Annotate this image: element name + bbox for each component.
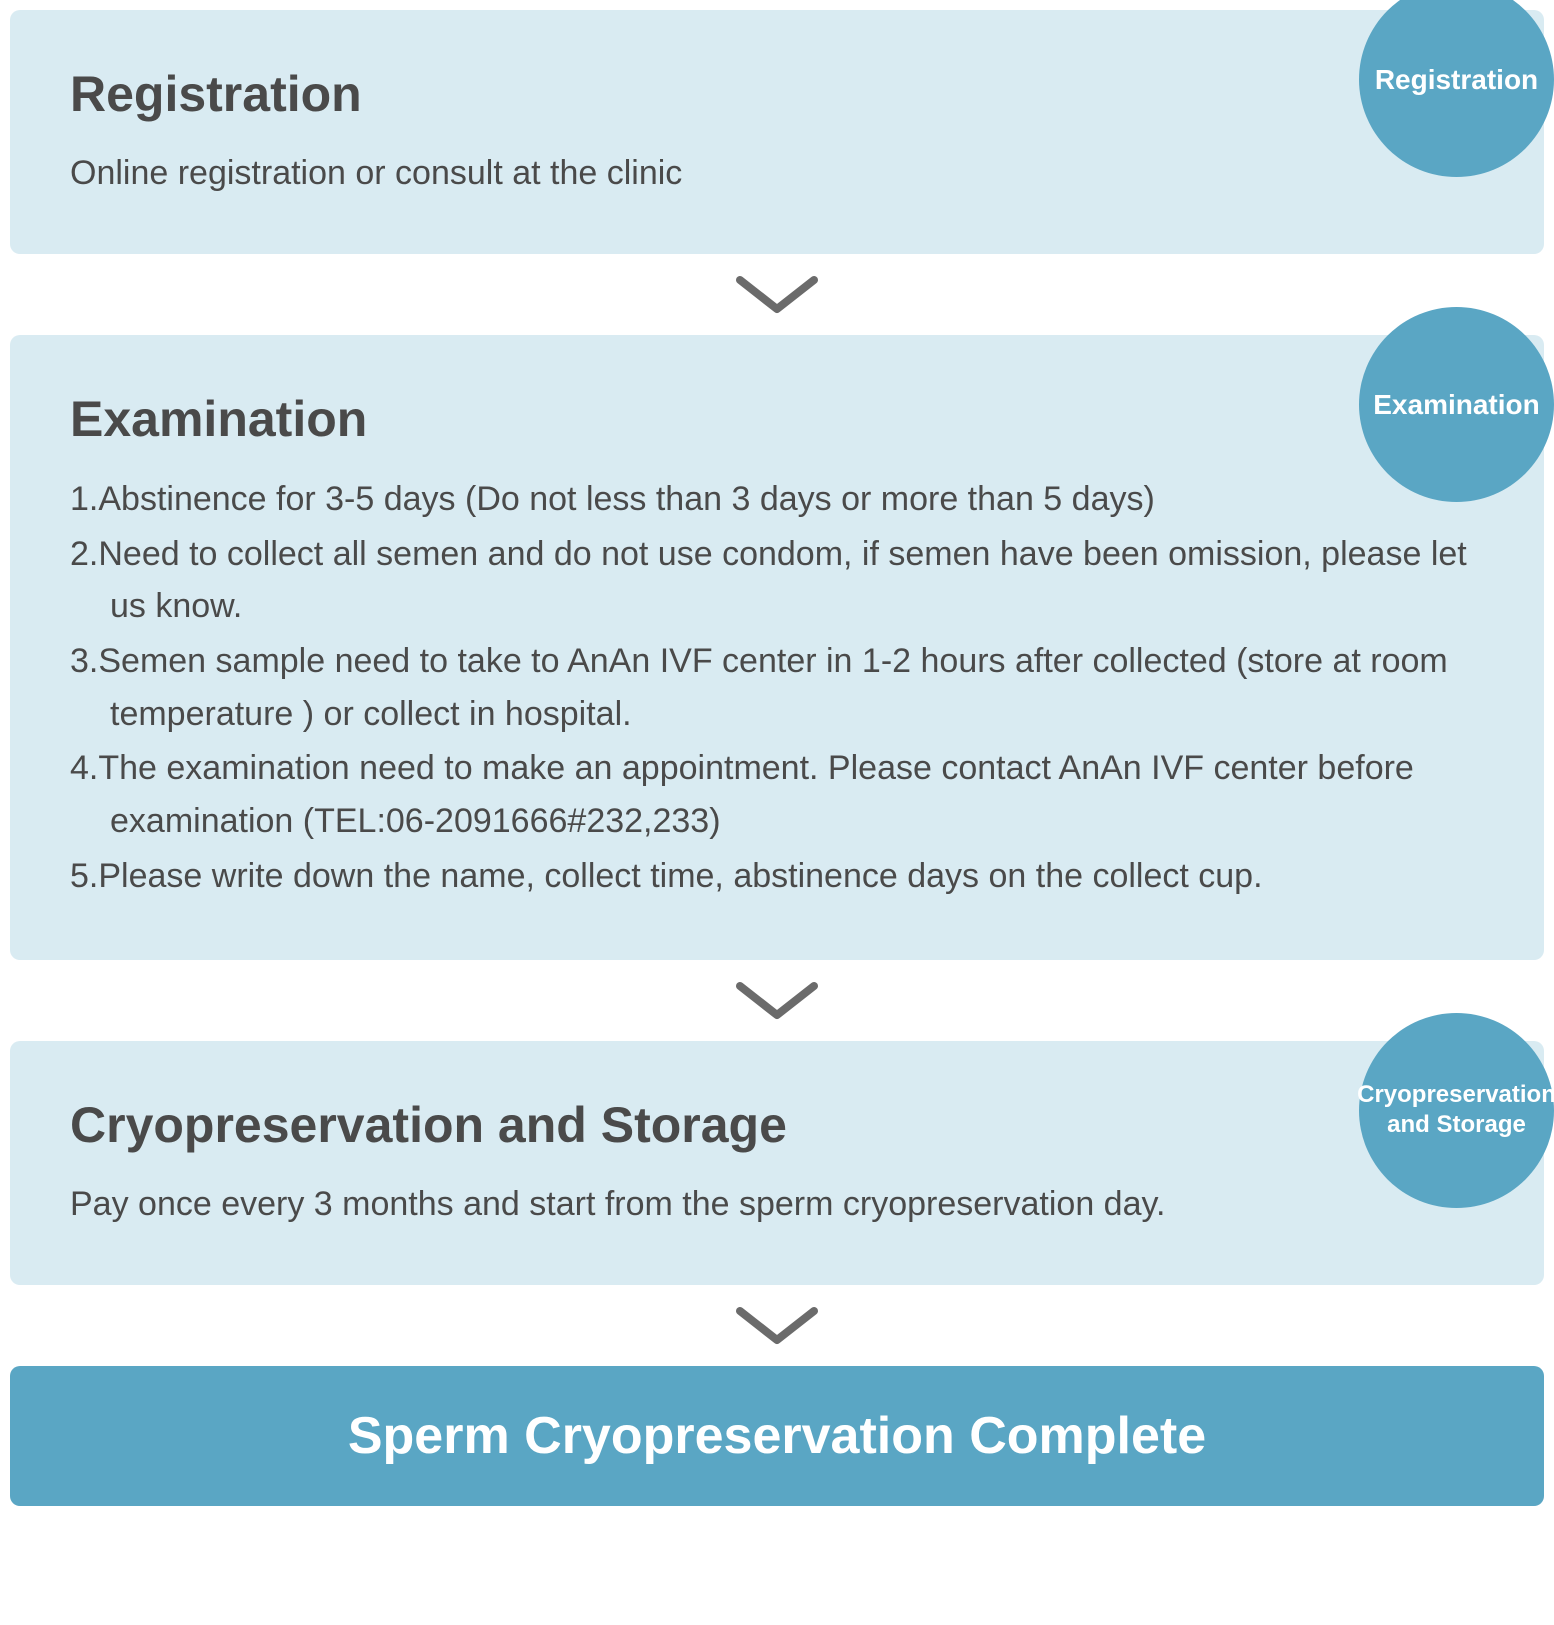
step-desc: Pay once every 3 months and start from t…	[70, 1179, 1484, 1230]
step-title: Registration	[70, 65, 1484, 123]
step-desc: Online registration or consult at the cl…	[70, 148, 1484, 199]
step-registration: Registration Registration Online registr…	[10, 10, 1544, 254]
badge-examination: Examination	[1359, 307, 1554, 502]
badge-label: Registration	[1375, 62, 1538, 97]
arrow-icon	[732, 978, 822, 1023]
list-item: 4.The examination need to make an appoin…	[70, 742, 1484, 847]
badge-label: Examination	[1373, 387, 1539, 422]
step-list: 1.Abstinence for 3-5 days (Do not less t…	[70, 473, 1484, 903]
flowchart-container: Registration Registration Online registr…	[10, 10, 1544, 1506]
arrow-icon	[732, 1303, 822, 1348]
step-examination: Examination Examination 1.Abstinence for…	[10, 335, 1544, 960]
badge-label: Cryopreservation and Storage	[1357, 1080, 1554, 1140]
step-title: Cryopreservation and Storage	[70, 1096, 1484, 1154]
list-item: 2.Need to collect all semen and do not u…	[70, 528, 1484, 633]
arrow-icon	[732, 272, 822, 317]
step-title: Examination	[70, 390, 1484, 448]
list-item: 5.Please write down the name, collect ti…	[70, 850, 1484, 903]
list-item: 1.Abstinence for 3-5 days (Do not less t…	[70, 473, 1484, 526]
final-label: Sperm Cryopreservation Complete	[348, 1407, 1206, 1465]
list-item: 3.Semen sample need to take to AnAn IVF …	[70, 635, 1484, 740]
step-cryopreservation: Cryopreservation and Storage Cryopreserv…	[10, 1041, 1544, 1285]
badge-cryopreservation: Cryopreservation and Storage	[1359, 1013, 1554, 1208]
final-step: Sperm Cryopreservation Complete	[10, 1366, 1544, 1506]
